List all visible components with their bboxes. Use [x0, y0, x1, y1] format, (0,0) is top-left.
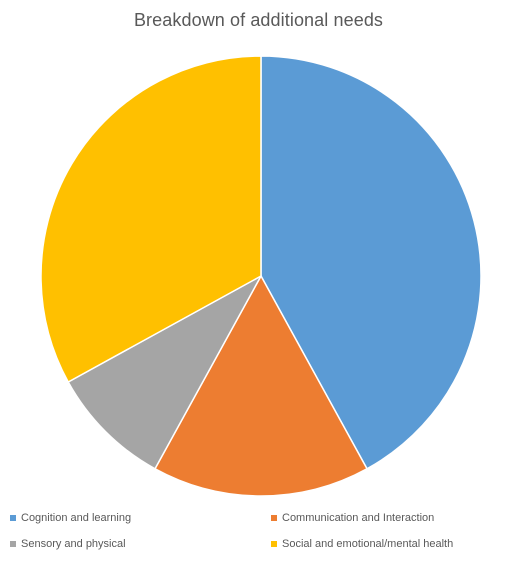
legend-item-sensory: Sensory and physical [10, 538, 126, 550]
pie-slice-communication-and-interaction [154, 275, 368, 497]
legend-label-cognition: Cognition and learning [21, 512, 132, 524]
legend-item-cognition: Cognition and learning [10, 512, 131, 524]
pie-slice-social-and-emotional-mental-health [40, 55, 262, 383]
legend-swatch-cognition [10, 515, 16, 521]
legend-label-communication: Communication and Interaction [282, 512, 435, 524]
chart-title: Breakdown of additional needs [133, 10, 384, 30]
legend-swatch-sensory [10, 541, 16, 547]
legend-item-communication: Communication and Interaction [271, 512, 434, 524]
legend-label-sensory: Sensory and physical [21, 538, 126, 550]
pie-slice-cognition-and-learning [260, 55, 482, 470]
legend-swatch-communication [271, 515, 277, 521]
pie-chart [40, 55, 482, 497]
legend-item-social: Social and emotional/mental health [271, 538, 453, 550]
legend-label-social: Social and emotional/mental health [282, 538, 454, 550]
legend-swatch-social [271, 541, 277, 547]
pie-slice-sensory-and-physical [67, 275, 262, 470]
